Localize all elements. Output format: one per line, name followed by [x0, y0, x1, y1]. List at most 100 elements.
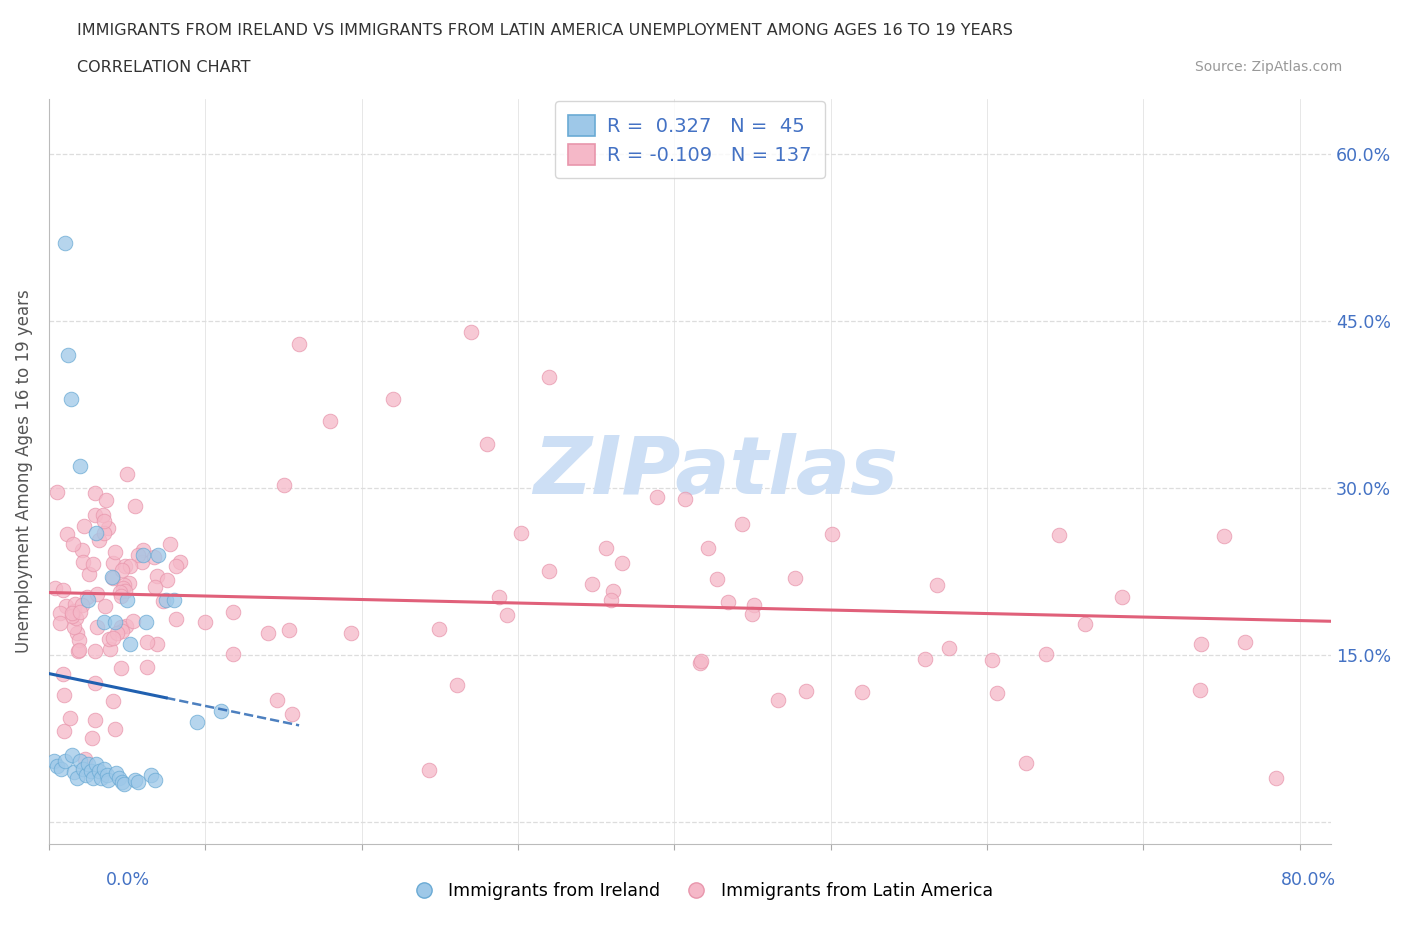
Point: [69, 604, 91, 619]
Point: [221, 604, 243, 619]
Point: [427, 622, 450, 637]
Point: [73, 518, 96, 533]
Point: [49, 616, 72, 631]
Point: [1015, 755, 1038, 770]
Point: [143, 580, 166, 595]
Point: [77, 592, 100, 607]
Point: [112, 580, 135, 595]
Point: [91, 507, 114, 522]
Point: [120, 636, 142, 651]
Point: [135, 615, 157, 630]
Point: [69, 458, 91, 473]
Point: [742, 598, 765, 613]
Point: [110, 660, 132, 675]
Text: CORRELATION CHART: CORRELATION CHART: [77, 60, 250, 75]
Point: [101, 555, 124, 570]
Point: [927, 578, 949, 592]
Point: [581, 577, 603, 591]
Point: [97, 631, 120, 646]
Point: [120, 558, 142, 573]
Point: [67, 633, 90, 648]
Point: [77, 567, 100, 582]
Point: [496, 607, 519, 622]
Point: [87, 532, 110, 547]
Point: [209, 703, 232, 718]
Point: [84, 485, 107, 500]
Point: [59, 711, 82, 725]
Point: [115, 592, 138, 607]
Point: [53, 236, 76, 251]
Text: IMMIGRANTS FROM IRELAND VS IMMIGRANTS FROM LATIN AMERICA UNEMPLOYMENT AMONG AGES: IMMIGRANTS FROM IRELAND VS IMMIGRANTS FR…: [77, 23, 1014, 38]
Point: [794, 684, 817, 698]
Point: [186, 714, 208, 729]
Point: [52, 582, 75, 597]
Point: [155, 592, 177, 607]
Point: [257, 626, 280, 641]
Point: [1074, 617, 1097, 631]
Point: [112, 578, 135, 592]
Point: [475, 436, 498, 451]
Point: [124, 772, 146, 787]
Point: [914, 652, 936, 667]
Point: [100, 570, 122, 585]
Point: [94, 598, 117, 613]
Legend: Immigrants from Ireland, Immigrants from Latin America: Immigrants from Ireland, Immigrants from…: [406, 875, 1000, 908]
Point: [135, 659, 157, 674]
Point: [56, 347, 79, 362]
Point: [117, 467, 139, 482]
Point: [673, 491, 696, 506]
Point: [53, 724, 76, 738]
Point: [86, 619, 108, 634]
Point: [111, 624, 134, 639]
Point: [114, 559, 136, 574]
Point: [689, 654, 711, 669]
Point: [706, 571, 728, 586]
Point: [696, 541, 718, 556]
Point: [222, 646, 245, 661]
Point: [110, 589, 132, 604]
Point: [62, 619, 84, 634]
Point: [93, 615, 115, 630]
Point: [783, 571, 806, 586]
Point: [381, 392, 404, 406]
Point: [273, 478, 295, 493]
Point: [63, 764, 86, 779]
Point: [319, 414, 342, 429]
Point: [108, 770, 131, 785]
Point: [127, 548, 149, 563]
Point: [288, 336, 311, 351]
Point: [689, 656, 711, 671]
Point: [65, 610, 87, 625]
Point: [1213, 529, 1236, 544]
Point: [645, 489, 668, 504]
Point: [169, 554, 191, 569]
Point: [42, 753, 65, 768]
Point: [1234, 634, 1257, 649]
Point: [132, 542, 155, 557]
Point: [63, 596, 86, 611]
Point: [717, 594, 740, 609]
Point: [124, 498, 146, 513]
Point: [731, 517, 754, 532]
Point: [56, 526, 79, 541]
Point: [599, 592, 621, 607]
Point: [76, 590, 98, 604]
Point: [66, 644, 89, 658]
Point: [62, 748, 84, 763]
Point: [104, 615, 127, 630]
Point: [146, 636, 169, 651]
Point: [163, 592, 186, 607]
Point: [159, 537, 181, 551]
Point: [766, 693, 789, 708]
Point: [94, 493, 117, 508]
Point: [146, 568, 169, 583]
Point: [281, 707, 304, 722]
Point: [86, 587, 108, 602]
Point: [122, 613, 145, 628]
Point: [117, 576, 139, 591]
Point: [101, 631, 124, 645]
Point: [84, 757, 107, 772]
Point: [139, 768, 162, 783]
Point: [67, 643, 90, 658]
Point: [63, 604, 86, 618]
